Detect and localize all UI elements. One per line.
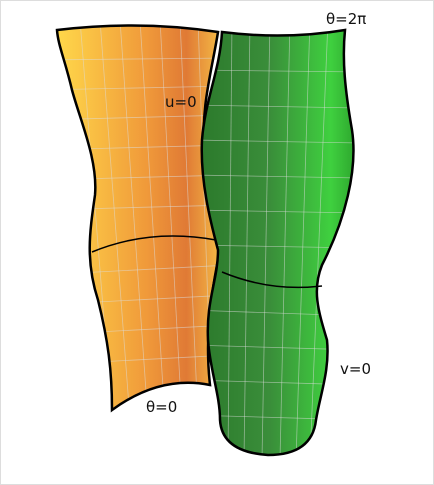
figure: θ=2π u=0 v=0 θ=0: [0, 0, 434, 485]
theta-top-label: θ=2π: [326, 10, 366, 28]
v0-label: v=0: [340, 360, 371, 378]
u0-label: u=0: [165, 93, 197, 111]
theta-bottom-label: θ=0: [146, 398, 177, 416]
